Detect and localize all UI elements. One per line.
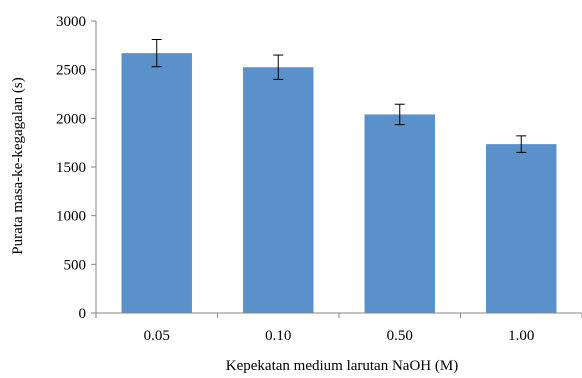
x-axis-title: Kepekatan medium larutan NaOH (M) — [226, 358, 458, 374]
y-tick-label: 1500 — [56, 160, 86, 176]
bars-layer — [121, 53, 557, 314]
x-tick-label: 0.10 — [265, 328, 291, 344]
y-tick-label: 2500 — [56, 63, 86, 79]
y-tick-label: 1000 — [56, 209, 86, 225]
x-tick-label: 0.05 — [144, 328, 170, 344]
x-tick-label: 1.00 — [508, 328, 534, 344]
x-tick-label: 0.50 — [387, 328, 413, 344]
error-bars-layer — [151, 38, 527, 153]
bar — [121, 53, 192, 314]
y-ticks-layer: 0 500 1000 1500 2000 2500 3000 — [56, 14, 96, 322]
bar — [364, 114, 435, 313]
y-axis-title: Purata masa-ke-kegagalan (s) — [10, 77, 26, 254]
y-tick-label: 500 — [64, 257, 87, 273]
bar — [243, 67, 314, 313]
y-tick-label: 0 — [79, 306, 87, 322]
y-tick-label: 3000 — [56, 14, 86, 30]
x-ticks-layer: 0.05 0.10 0.50 1.00 — [95, 313, 582, 344]
bar — [486, 144, 557, 313]
y-tick-label: 2000 — [56, 111, 86, 127]
